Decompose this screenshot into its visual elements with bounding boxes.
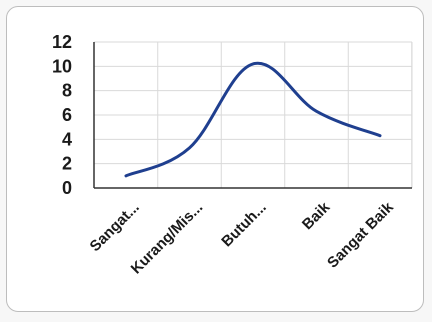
y-tick-label: 6 [62, 105, 72, 125]
y-tick-label: 12 [52, 32, 72, 52]
y-tick-label: 8 [62, 81, 72, 101]
y-tick-labels: 0 2 4 6 8 10 12 [52, 32, 72, 198]
y-tick-label: 2 [62, 154, 72, 174]
x-tick-label: Sangat Baik [324, 198, 397, 271]
x-tick-labels: Sangat...Kurang/Mis... Butuh... BaikSangat… [87, 198, 398, 277]
series-line [124, 61, 382, 178]
x-tick-label: Sangat... [87, 199, 143, 255]
y-tick-label: 10 [52, 56, 72, 76]
x-tick-label: Butuh... [218, 199, 269, 250]
x-tick-label: Baik [299, 198, 334, 233]
series-layer [124, 61, 382, 178]
y-tick-label: 4 [62, 129, 72, 149]
y-tick-label: 0 [62, 178, 72, 198]
chart-frame [6, 6, 424, 312]
grid-layer [94, 41, 413, 188]
axis-layer [93, 42, 412, 189]
